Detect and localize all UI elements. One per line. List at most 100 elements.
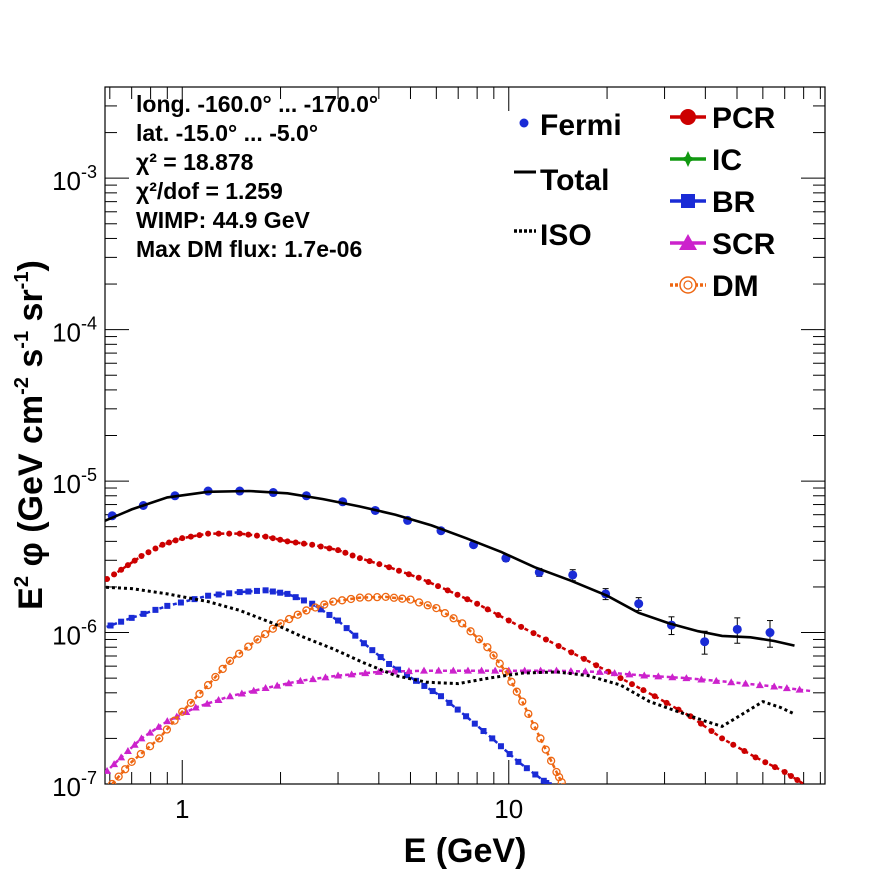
series-total — [105, 489, 795, 647]
br-marker — [497, 743, 504, 750]
legend-label: DM — [712, 270, 759, 303]
scr-marker — [640, 671, 649, 679]
scr-marker — [273, 681, 282, 689]
scr-marker — [770, 682, 779, 690]
pcr-marker — [464, 596, 471, 603]
dm-marker — [225, 656, 235, 666]
y-tick-label: 10-3 — [52, 162, 97, 196]
series-fermi — [107, 486, 775, 655]
pcr-marker — [697, 720, 704, 727]
pcr-marker — [405, 571, 412, 578]
legend-symbol — [680, 109, 696, 125]
pcr-marker — [542, 636, 549, 643]
fermi-point — [765, 628, 775, 638]
dm-marker — [253, 635, 262, 644]
pcr-marker — [395, 567, 402, 574]
scr-marker — [154, 722, 163, 730]
pcr-marker — [131, 557, 138, 564]
info-line: Max DM flux: 1.7e-06 — [136, 236, 362, 262]
legend-scr: SCR — [670, 228, 776, 261]
pcr-marker — [415, 574, 422, 581]
br-marker — [343, 625, 350, 632]
br-marker — [352, 632, 359, 639]
pcr-marker — [335, 547, 342, 554]
br-marker — [317, 606, 324, 613]
pcr-marker — [236, 530, 243, 537]
br-marker — [369, 647, 376, 654]
dm-marker — [557, 778, 566, 784]
dm-marker — [489, 651, 498, 660]
scr-marker — [625, 670, 634, 678]
br-marker — [236, 589, 243, 596]
br-marker — [191, 596, 198, 603]
br-marker — [292, 594, 299, 601]
dm-marker — [364, 593, 373, 602]
br-marker — [404, 672, 411, 679]
pcr-marker — [138, 553, 145, 560]
scr-marker — [237, 689, 246, 697]
dm-marker — [423, 601, 432, 610]
dm-marker — [121, 765, 130, 774]
scr-marker — [191, 703, 200, 711]
dm-marker — [293, 610, 302, 619]
pcr-marker — [425, 578, 432, 585]
pcr-marker — [349, 552, 356, 559]
dm-marker — [162, 725, 172, 734]
pcr-marker — [376, 561, 383, 568]
scr-marker — [96, 774, 104, 781]
br-marker — [480, 728, 487, 735]
fermi-point — [732, 624, 742, 634]
br-marker — [421, 682, 428, 689]
scr-marker — [130, 740, 139, 748]
fermi-point — [568, 570, 578, 580]
dm-marker — [218, 664, 227, 674]
pcr-marker — [555, 642, 562, 649]
legend-fermi: Fermi — [519, 109, 622, 142]
dm-marker — [398, 594, 407, 603]
series-scr — [96, 666, 813, 781]
pcr-marker — [105, 576, 111, 583]
legend-label: Total — [540, 164, 609, 197]
dm-marker — [195, 689, 204, 699]
legend-label: Fermi — [540, 109, 622, 142]
scr-marker — [654, 672, 663, 680]
scr-marker — [214, 695, 223, 703]
dm-marker — [389, 593, 399, 602]
pcr-marker — [444, 587, 451, 594]
scr-marker — [434, 666, 443, 674]
total-line — [105, 489, 795, 647]
scr-marker — [697, 675, 706, 683]
pcr-marker — [179, 535, 186, 542]
pcr-marker — [342, 549, 349, 556]
scr-marker — [163, 717, 172, 725]
info-line: long. -160.0° ... -170.0° — [136, 91, 378, 117]
dm-marker — [244, 642, 253, 651]
legend-dm: DM — [670, 270, 759, 303]
y-tick-label: 10-5 — [52, 465, 97, 499]
scr-marker — [361, 669, 370, 677]
y-tick-label: 10-7 — [52, 768, 97, 802]
info-line: WIMP: 44.9 GeV — [136, 207, 310, 233]
pcr-marker — [518, 623, 525, 630]
pcr-marker — [752, 754, 759, 761]
br-marker — [205, 592, 212, 599]
pcr-marker — [300, 540, 307, 547]
br-marker — [386, 660, 393, 667]
scr-marker — [110, 760, 119, 768]
dm-marker — [458, 619, 467, 628]
axis-ticks — [104, 86, 826, 785]
dm-marker — [507, 677, 516, 686]
br-marker — [471, 720, 478, 727]
scr-marker — [536, 666, 545, 674]
pcr-marker — [788, 773, 795, 780]
dm-marker — [406, 595, 415, 604]
pcr-marker — [159, 541, 166, 548]
br-marker — [360, 640, 367, 647]
pcr-marker — [640, 687, 647, 694]
dm-marker — [178, 707, 187, 716]
series-dm — [108, 592, 566, 784]
pcr-marker — [719, 735, 726, 742]
x-tick-label: 10 — [494, 794, 523, 824]
scr-marker — [146, 728, 155, 736]
scr-marker — [261, 684, 270, 692]
